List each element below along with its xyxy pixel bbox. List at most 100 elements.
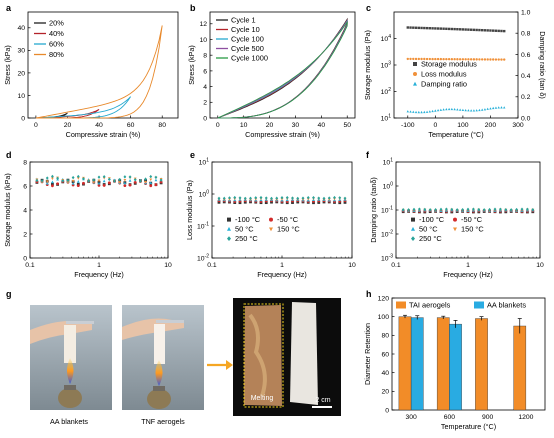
burner-1 (58, 388, 82, 408)
y-tick-label: 20 (381, 389, 389, 396)
legend-label: 50 °C (235, 225, 254, 234)
marker-series-2 (51, 180, 54, 184)
marker-damping-ratio (494, 106, 498, 109)
marker-series-1 (154, 183, 158, 187)
marker-loss-modulus (450, 58, 454, 61)
legend-label: 150 °C (461, 225, 484, 234)
marker-series-1 (123, 184, 127, 187)
bar-tai-aerogels (513, 325, 527, 411)
marker-series-4 (249, 196, 252, 200)
tweezers-2 (156, 320, 184, 323)
marker-series-4 (107, 177, 111, 181)
y-tick-label: 100 (383, 181, 394, 190)
x-tick-label: 0.1 (391, 262, 401, 269)
marker-series-4 (526, 207, 529, 211)
x-tick-label: 0 (216, 122, 220, 129)
marker-loss-modulus (486, 58, 489, 61)
marker-storage-modulus (420, 26, 423, 30)
marker-series-4 (317, 196, 321, 200)
marker-series-4 (92, 178, 96, 182)
marker-series-4 (40, 179, 44, 183)
marker-damping-ratio (445, 108, 448, 111)
bar-aa-blankets (449, 323, 462, 411)
marker-loss-modulus (467, 58, 470, 61)
marker-series-4 (56, 176, 59, 180)
marker-series-4 (154, 175, 158, 180)
marker-series-4 (488, 207, 491, 212)
marker-damping-ratio (417, 110, 420, 114)
marker-series-4 (51, 174, 54, 179)
marker-series-4 (275, 196, 279, 200)
marker-series-4 (113, 179, 116, 183)
marker-storage-modulus (450, 27, 454, 31)
marker-damping-ratio (409, 110, 412, 113)
burner-neck-1 (64, 385, 76, 390)
marker-damping-ratio (425, 110, 429, 113)
y-tick-label: 80 (381, 333, 389, 340)
marker-loss-modulus (409, 57, 412, 61)
y-tick-label: 30 (17, 48, 25, 55)
x-tick-label: 600 (444, 414, 456, 421)
marker-loss-modulus (434, 57, 437, 61)
marker-loss-modulus (445, 57, 448, 61)
marker-series-4 (133, 178, 137, 182)
plot-frame (211, 161, 353, 259)
marker-series-3 (76, 177, 80, 180)
marker-series-3 (92, 181, 96, 184)
panel-label-f: f (366, 150, 370, 160)
marker-storage-modulus (425, 26, 429, 30)
marker-series-3 (71, 179, 75, 183)
x-tick-label: 900 (482, 414, 494, 421)
marker-series-4 (118, 177, 122, 182)
marker-storage-modulus (406, 26, 409, 29)
marker-series-1 (51, 184, 54, 188)
legend-marker (227, 217, 231, 222)
marker-damping-ratio (406, 110, 409, 113)
marker-damping-ratio (412, 110, 415, 113)
y-axis-label: Loss modulus (Pa) (185, 180, 194, 240)
marker-series-4 (149, 174, 153, 179)
marker-series-4 (280, 196, 284, 200)
marker-damping-ratio (420, 110, 423, 114)
panel-label-a: a (6, 3, 12, 13)
marker-series-4 (401, 208, 405, 212)
marker-series-4 (159, 178, 163, 182)
y-tick-label: 101 (383, 157, 394, 166)
plot-frame (209, 11, 356, 119)
marker-series-4 (102, 175, 106, 179)
marker-storage-modulus (439, 27, 443, 30)
panel-label-c: c (366, 3, 371, 13)
marker-storage-modulus (500, 29, 503, 33)
marker-series-3 (66, 181, 70, 184)
marker-series-0 (264, 201, 268, 205)
y2-tick-label: 0.0 (521, 115, 531, 122)
marker-series-4 (76, 174, 80, 179)
y2-tick-label: 1.0 (521, 9, 531, 16)
legend-marker (453, 217, 457, 222)
marker-storage-modulus (469, 28, 473, 31)
marker-series-4 (312, 196, 315, 200)
marker-series-4 (296, 196, 300, 201)
marker-storage-modulus (428, 27, 432, 30)
legend-label: 40% (49, 29, 64, 38)
y2-axis-label: Damping ratio (tan δ) (538, 31, 547, 99)
x-axis-label: Temperature (°C) (441, 422, 496, 431)
marker-series-4 (128, 175, 132, 179)
marker-series-4 (35, 178, 39, 183)
marker-series-3 (149, 178, 153, 182)
y-tick-label: 10 (199, 37, 207, 44)
marker-series-3 (51, 177, 54, 181)
marker-storage-modulus (480, 28, 484, 32)
x-tick-label: 1 (280, 262, 284, 269)
marker-damping-ratio (439, 108, 443, 111)
y-axis-label: Damping ratio (tanδ) (369, 177, 378, 243)
marker-series-4 (243, 196, 247, 201)
marker-series-4 (472, 207, 475, 211)
legend-marker (413, 72, 417, 76)
legend-label: 250 °C (235, 234, 258, 243)
marker-damping-ratio (456, 108, 459, 111)
bar-tai-aerogels (436, 317, 450, 411)
legend-label: Cycle 500 (231, 44, 264, 53)
legend-marker (269, 217, 273, 222)
y-tick-label: 101 (199, 157, 210, 166)
